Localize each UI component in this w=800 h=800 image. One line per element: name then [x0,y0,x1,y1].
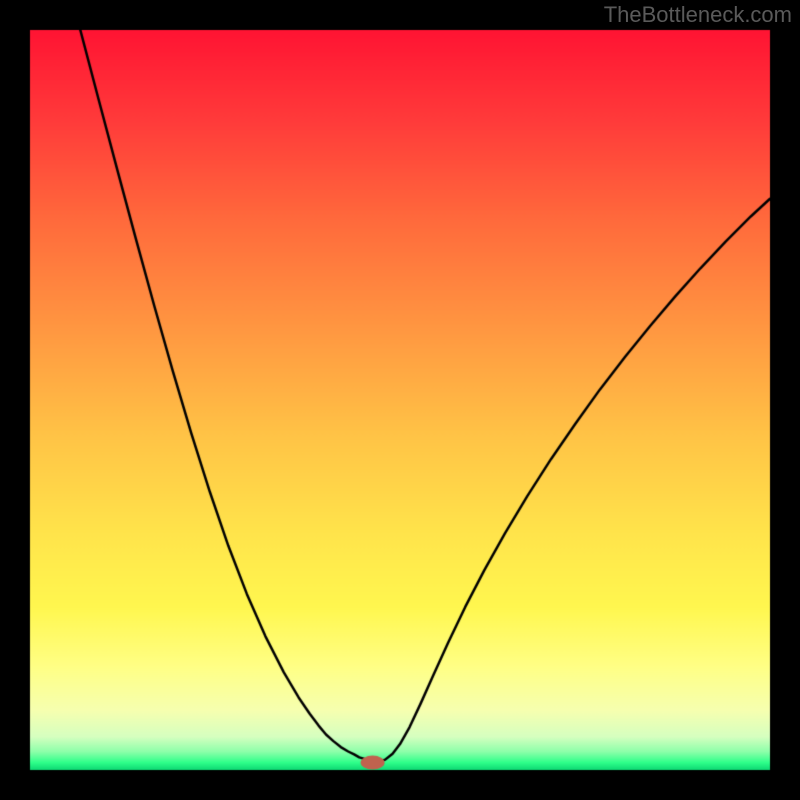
watermark-text: TheBottleneck.com [604,2,792,28]
chart-container: TheBottleneck.com [0,0,800,800]
bottleneck-chart-canvas [0,0,800,800]
